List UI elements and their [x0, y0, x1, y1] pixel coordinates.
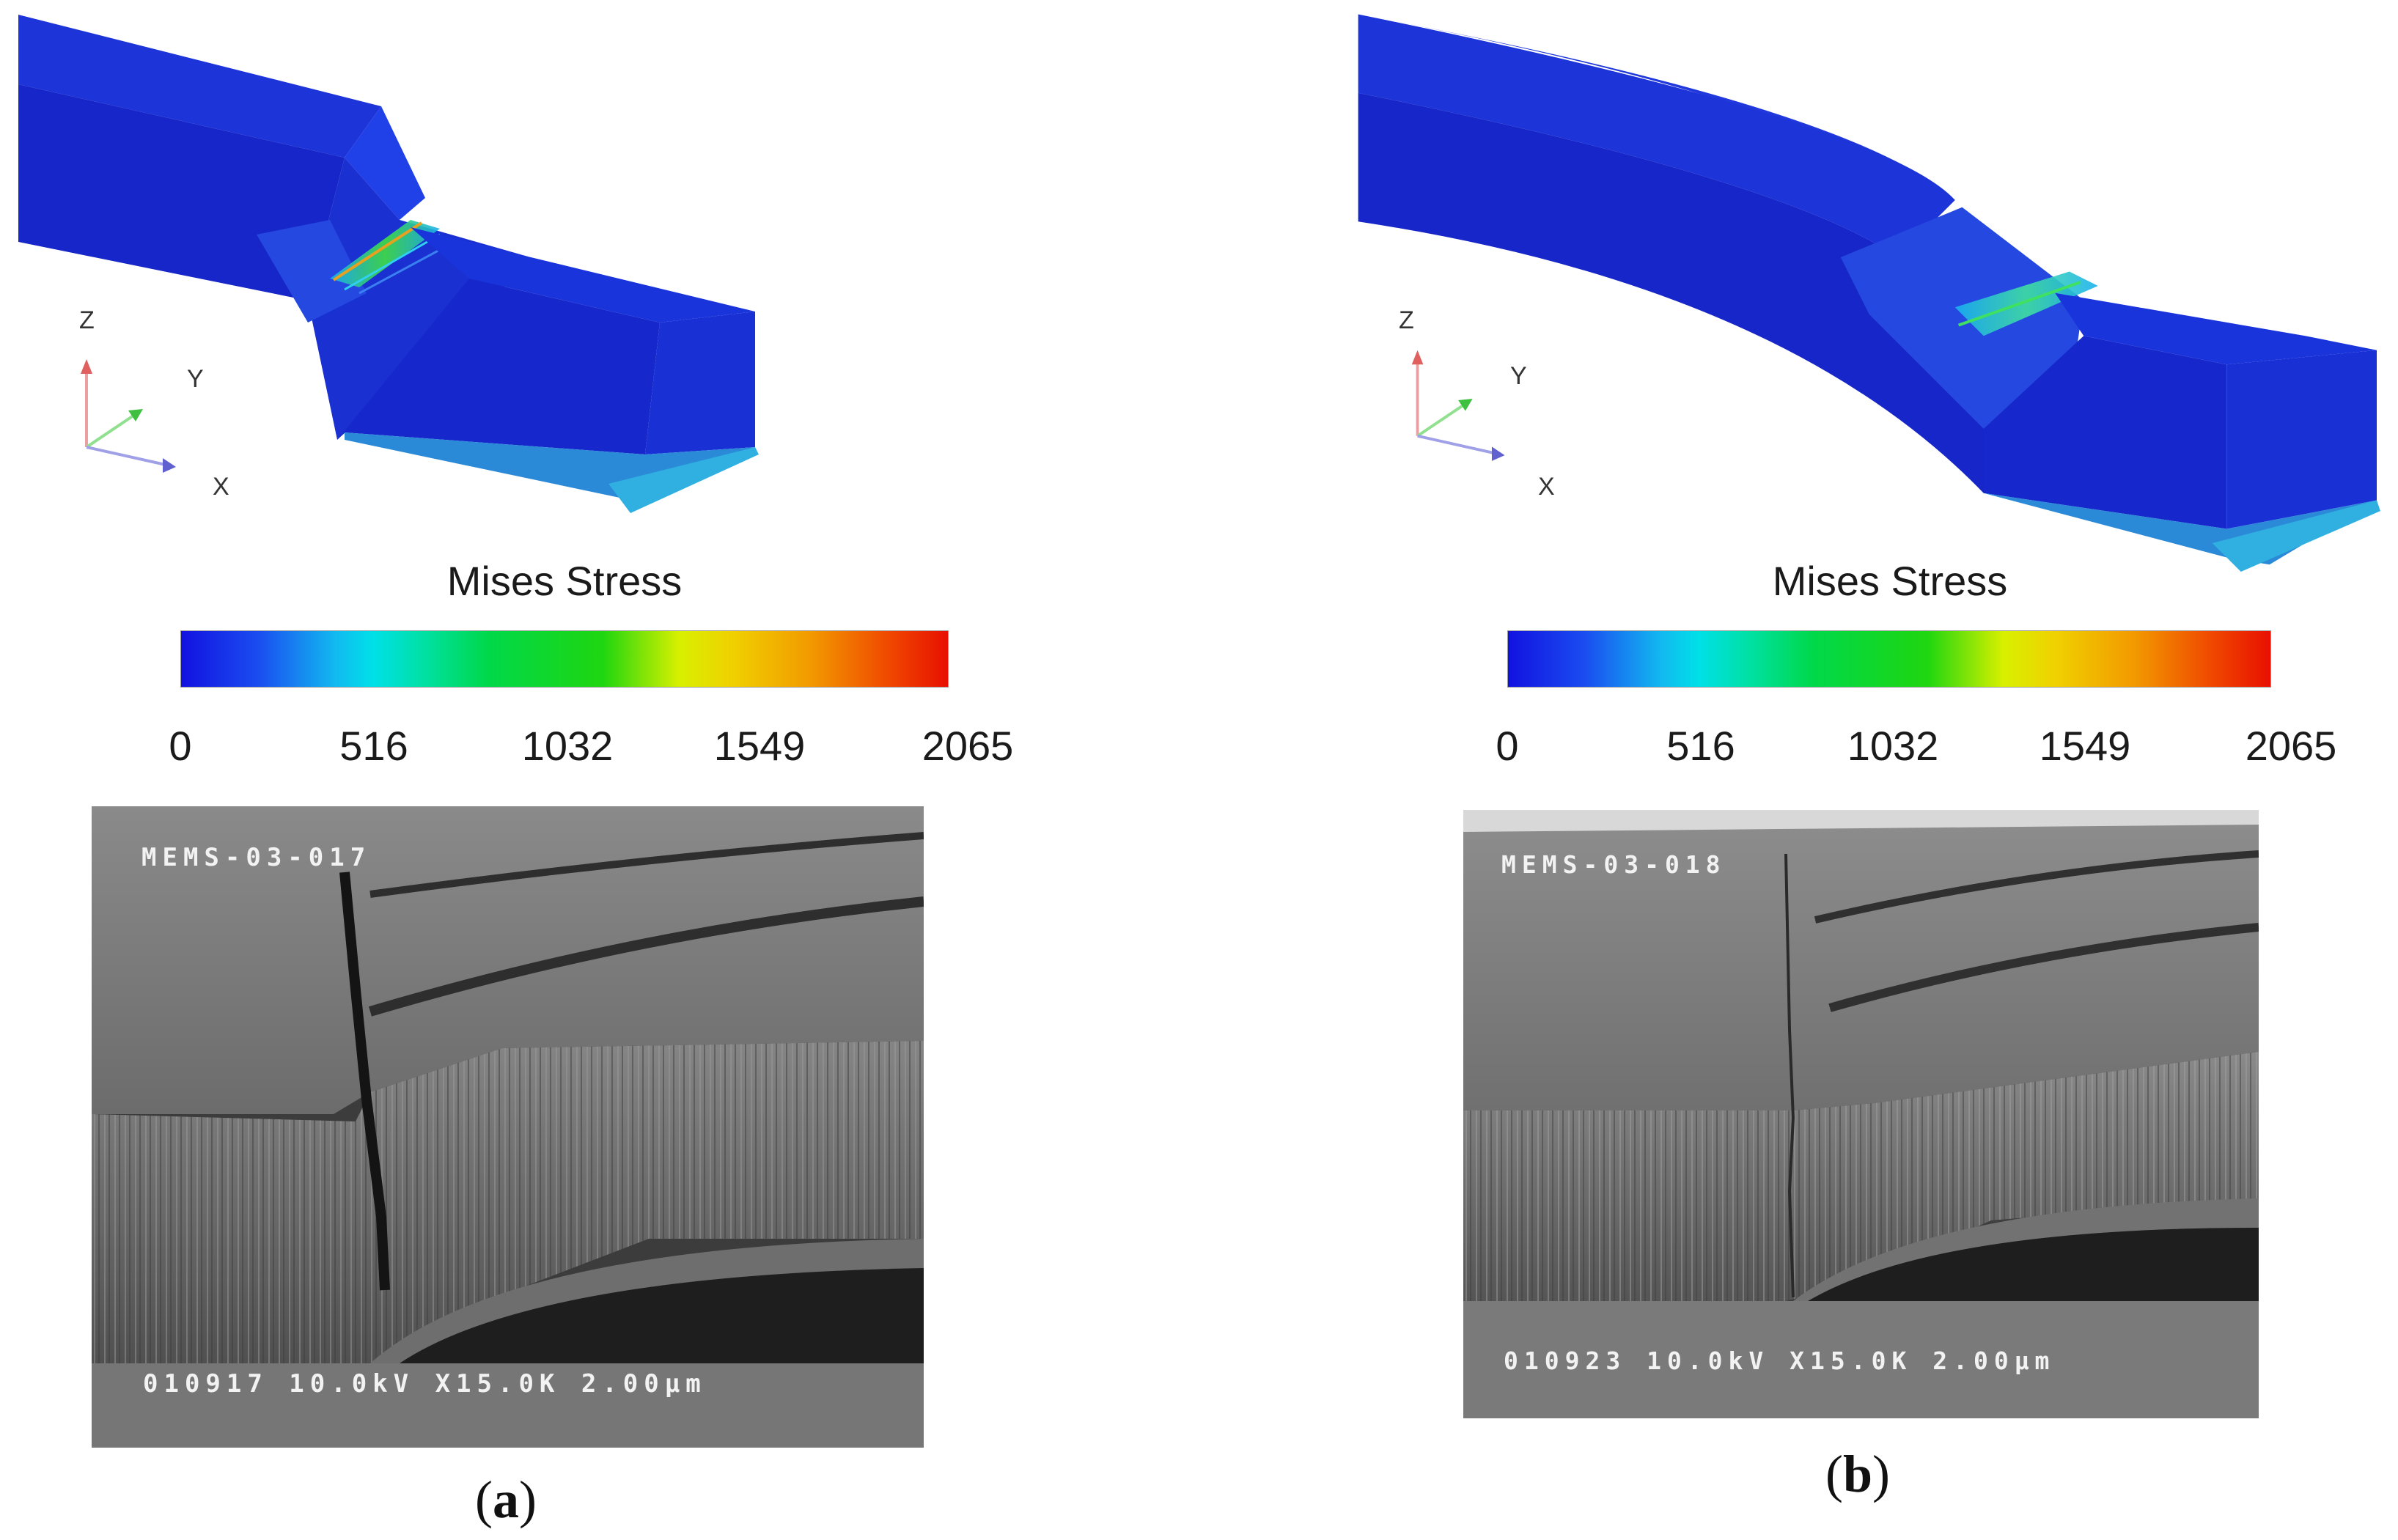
colorbar-title: Mises Stress [1772, 558, 2008, 604]
sem-header-label: MEMS-03-017 [141, 843, 372, 872]
panel-caption-a: (a) [475, 1470, 537, 1529]
colorbar-tick: 516 [339, 723, 408, 769]
colorbar-tick: 0 [169, 723, 192, 769]
figure-panel-b: Z Y X Mises Stress 0 516 1032 1549 2065 [1327, 0, 2398, 1540]
colorbar-gradient [180, 630, 949, 688]
sem-micrograph-b: MEMS-03-018 010923 10.0kV X15.0K 2.00µm [1463, 810, 2259, 1418]
colorbar-tick: 1032 [521, 723, 614, 769]
colorbar-title: Mises Stress [446, 558, 683, 604]
axis-label-x: X [1538, 473, 1555, 501]
colorbar-tick: 516 [1666, 723, 1735, 769]
sem-micrograph-a: MEMS-03-017 010917 10.0kV X15.0K 2.00µm [92, 806, 924, 1448]
colorbar-tick: 2065 [922, 723, 1014, 769]
colorbar-tick: 0 [1496, 723, 1519, 769]
axis-label-y: Y [1510, 362, 1527, 390]
sem-footer-label: 010917 10.0kV X15.0K 2.00µm [143, 1369, 707, 1399]
axis-label-y: Y [187, 365, 204, 393]
axis-label-z: Z [1399, 306, 1414, 334]
figure-panel-a: Z Y X Mises Stress 0 516 1032 1549 2065 [0, 0, 1188, 1540]
sem-header-label: MEMS-03-018 [1501, 850, 1726, 879]
colorbar-tick: 1032 [1847, 723, 1939, 769]
fem-stress-model-b [1358, 14, 2380, 572]
colorbar-tick: 2065 [2245, 723, 2337, 769]
fem-stress-model-a [18, 15, 759, 513]
colorbar-tick: 1549 [713, 723, 806, 769]
axis-label-z: Z [79, 306, 95, 334]
axis-label-x: X [213, 473, 229, 501]
panel-caption-b: (b) [1825, 1445, 1891, 1503]
colorbar-tick: 1549 [2039, 723, 2131, 769]
sem-footer-label: 010923 10.0kV X15.0K 2.00µm [1504, 1346, 2056, 1375]
colorbar-gradient [1507, 630, 2271, 688]
